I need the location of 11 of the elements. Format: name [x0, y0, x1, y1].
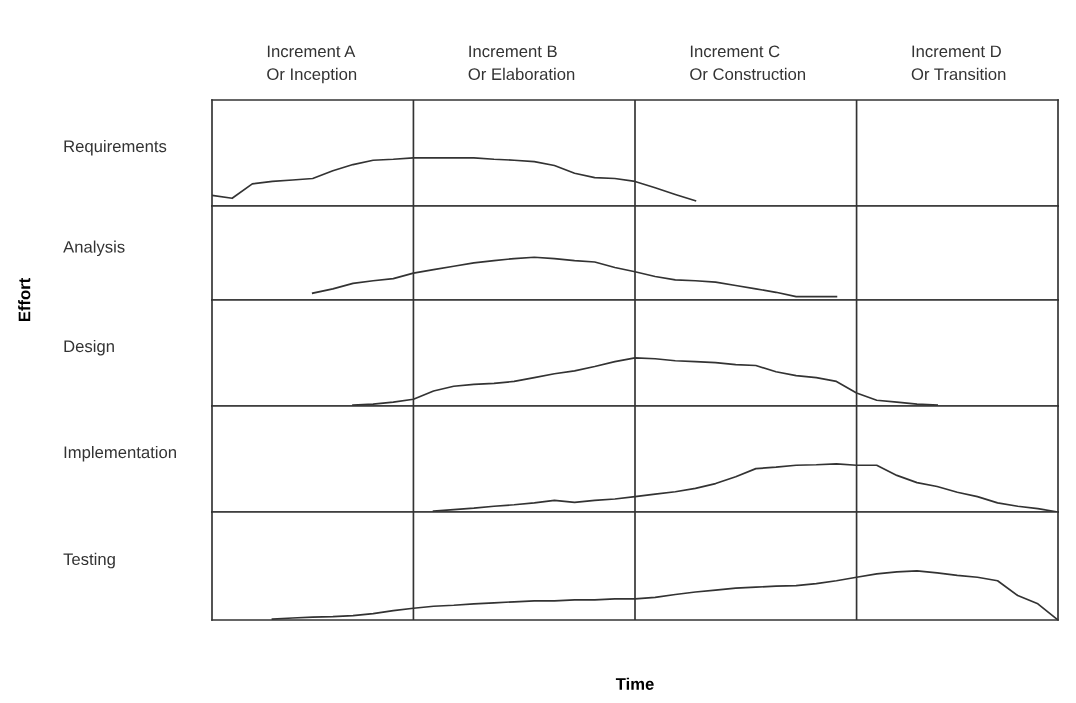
text: Increment D Or Transition: [911, 45, 1006, 81]
text: Effort: [18, 277, 31, 322]
y-axis-title: Design: [64, 339, 114, 356]
text: Increment A Or Inception: [267, 45, 357, 84]
y-axis-title: Analysis: [63, 240, 125, 257]
text: Increment B Or Elaboration: [468, 45, 575, 81]
text: Increment C Or Construction: [690, 45, 806, 81]
y-axis-title: Testing: [63, 552, 115, 569]
x-axis-title: Time: [615, 677, 654, 690]
y-axis-title: Implementation: [64, 445, 176, 462]
y-axis-title: Requirements: [64, 139, 167, 156]
